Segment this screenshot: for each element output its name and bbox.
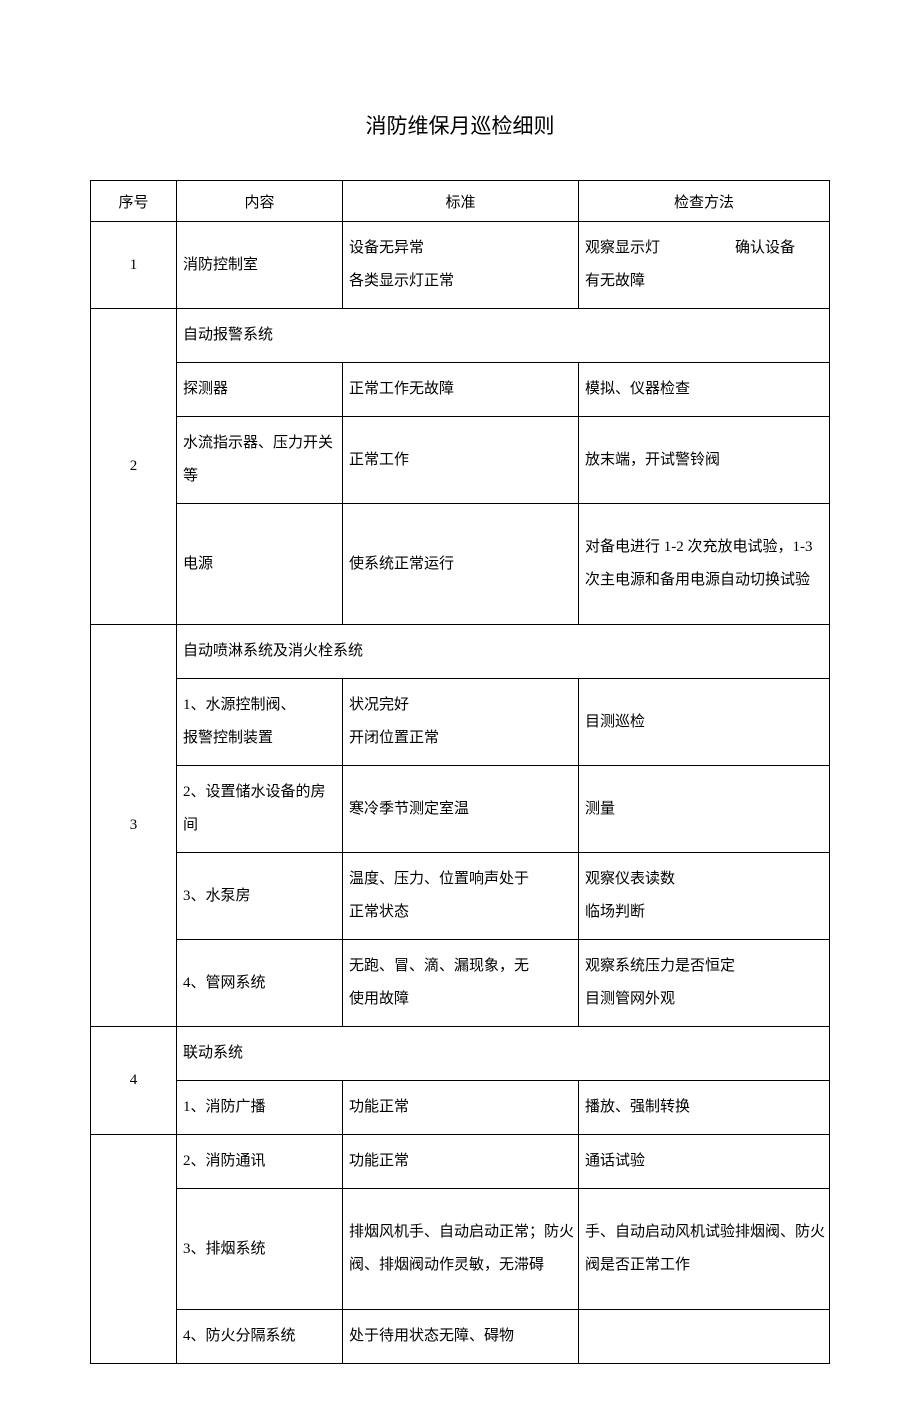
cell-content: 1、消防广播 [177, 1081, 343, 1135]
cell-standard: 正常工作 [343, 417, 579, 504]
text-line: 确认设备 [735, 232, 795, 265]
section-header: 联动系统 [177, 1027, 830, 1081]
text-line: 使用故障 [349, 983, 574, 1016]
table-row: 1 消防控制室 设备无异常 各类显示灯正常 观察显示灯 确认设备 有无故障 [91, 222, 830, 309]
header-method: 检查方法 [579, 181, 830, 222]
cell-standard: 设备无异常 各类显示灯正常 [343, 222, 579, 309]
cell-standard: 状况完好 开闭位置正常 [343, 679, 579, 766]
text-line: 观察显示灯 [585, 232, 660, 265]
table-row: 1、消防广播 功能正常 播放、强制转换 [91, 1081, 830, 1135]
text-line: 状况完好 [349, 689, 574, 722]
text-line: 正常状态 [349, 896, 574, 929]
table-row: 4、防火分隔系统 处于待用状态无障、碍物 [91, 1310, 830, 1364]
cell-standard: 使系统正常运行 [343, 504, 579, 625]
cell-seq: 4 [91, 1027, 177, 1135]
text-line: 有无故障 [585, 265, 825, 298]
cell-method: 模拟、仪器检查 [579, 363, 830, 417]
cell-standard: 正常工作无故障 [343, 363, 579, 417]
table-row: 水流指示器、压力开关等 正常工作 放末端，开试警铃阀 [91, 417, 830, 504]
cell-standard: 寒冷季节测定室温 [343, 766, 579, 853]
text-line: 温度、压力、位置响声处于 [349, 863, 574, 896]
table-row: 3、水泵房 温度、压力、位置响声处于 正常状态 观察仪表读数 临场判断 [91, 853, 830, 940]
text-line: 观察仪表读数 [585, 863, 825, 896]
cell-content: 消防控制室 [177, 222, 343, 309]
table-row: 2、消防通讯 功能正常 通话试验 [91, 1135, 830, 1189]
header-content: 内容 [177, 181, 343, 222]
header-seq: 序号 [91, 181, 177, 222]
cell-content: 4、防火分隔系统 [177, 1310, 343, 1364]
table-row: 3、排烟系统 排烟风机手、自动启动正常；防火阀、排烟阀动作灵敏，无滞碍 手、自动… [91, 1189, 830, 1310]
text-line: 无跑、冒、滴、漏现象，无 [349, 950, 574, 983]
cell-standard: 温度、压力、位置响声处于 正常状态 [343, 853, 579, 940]
cell-content: 探测器 [177, 363, 343, 417]
text-line: 临场判断 [585, 896, 825, 929]
cell-content: 水流指示器、压力开关等 [177, 417, 343, 504]
cell-method: 观察系统压力是否恒定 目测管网外观 [579, 940, 830, 1027]
cell-seq: 3 [91, 625, 177, 1027]
cell-method: 测量 [579, 766, 830, 853]
cell-standard: 功能正常 [343, 1135, 579, 1189]
table-row: 2、设置储水设备的房间 寒冷季节测定室温 测量 [91, 766, 830, 853]
cell-content: 2、设置储水设备的房间 [177, 766, 343, 853]
table-row: 2 自动报警系统 [91, 309, 830, 363]
cell-seq: 2 [91, 309, 177, 625]
cell-method: 手、自动启动风机试验排烟阀、防火阀是否正常工作 [579, 1189, 830, 1310]
cell-method: 目测巡检 [579, 679, 830, 766]
text-line: 目测管网外观 [585, 983, 825, 1016]
cell-method: 放末端，开试警铃阀 [579, 417, 830, 504]
text-line: 1、水源控制阀、 [183, 689, 338, 722]
cell-method [579, 1310, 830, 1364]
cell-method: 对备电进行 1-2 次充放电试验，1-3 次主电源和备用电源自动切换试验 [579, 504, 830, 625]
table-row: 3 自动喷淋系统及消火栓系统 [91, 625, 830, 679]
table-header-row: 序号 内容 标准 检查方法 [91, 181, 830, 222]
cell-method: 观察显示灯 确认设备 有无故障 [579, 222, 830, 309]
text-line: 观察系统压力是否恒定 [585, 950, 825, 983]
cell-content: 4、管网系统 [177, 940, 343, 1027]
cell-content: 3、排烟系统 [177, 1189, 343, 1310]
header-standard: 标准 [343, 181, 579, 222]
text-line: 开闭位置正常 [349, 722, 574, 755]
inspection-table: 序号 内容 标准 检查方法 1 消防控制室 设备无异常 各类显示灯正常 观察显示… [90, 180, 830, 1364]
text-line: 报警控制装置 [183, 722, 338, 755]
cell-content: 3、水泵房 [177, 853, 343, 940]
table-row: 探测器 正常工作无故障 模拟、仪器检查 [91, 363, 830, 417]
cell-standard: 无跑、冒、滴、漏现象，无 使用故障 [343, 940, 579, 1027]
cell-method: 观察仪表读数 临场判断 [579, 853, 830, 940]
table-row: 电源 使系统正常运行 对备电进行 1-2 次充放电试验，1-3 次主电源和备用电… [91, 504, 830, 625]
cell-standard: 功能正常 [343, 1081, 579, 1135]
cell-content: 1、水源控制阀、 报警控制装置 [177, 679, 343, 766]
table-row: 1、水源控制阀、 报警控制装置 状况完好 开闭位置正常 目测巡检 [91, 679, 830, 766]
cell-standard: 处于待用状态无障、碍物 [343, 1310, 579, 1364]
text-line: 各类显示灯正常 [349, 265, 574, 298]
table-row: 4、管网系统 无跑、冒、滴、漏现象，无 使用故障 观察系统压力是否恒定 目测管网… [91, 940, 830, 1027]
cell-content: 电源 [177, 504, 343, 625]
cell-seq-empty [91, 1135, 177, 1364]
cell-seq: 1 [91, 222, 177, 309]
cell-content: 2、消防通讯 [177, 1135, 343, 1189]
section-header: 自动报警系统 [177, 309, 830, 363]
cell-method: 通话试验 [579, 1135, 830, 1189]
cell-method: 播放、强制转换 [579, 1081, 830, 1135]
text-line: 设备无异常 [349, 232, 574, 265]
cell-standard: 排烟风机手、自动启动正常；防火阀、排烟阀动作灵敏，无滞碍 [343, 1189, 579, 1310]
section-header: 自动喷淋系统及消火栓系统 [177, 625, 830, 679]
table-row: 4 联动系统 [91, 1027, 830, 1081]
document-title: 消防维保月巡检细则 [90, 110, 830, 140]
